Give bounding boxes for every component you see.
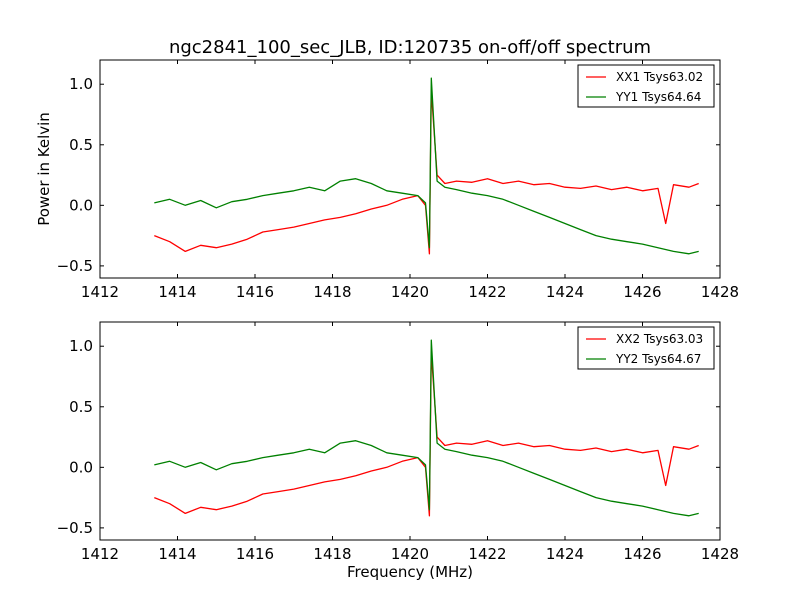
legend-label: YY1 Tsys64.64	[615, 90, 701, 104]
x-tick-label: 1412	[81, 283, 119, 301]
x-tick-label: 1428	[701, 545, 739, 563]
x-tick-label: 1420	[391, 283, 429, 301]
x-tick-label: 1424	[546, 283, 584, 301]
x-tick-label: 1416	[236, 545, 274, 563]
x-tick-label: 1424	[546, 545, 584, 563]
y-axis-label: Power in Kelvin	[35, 112, 53, 226]
x-tick-label: 1416	[236, 283, 274, 301]
legend-2: XX2 Tsys63.03 YY2 Tsys64.67	[577, 326, 715, 370]
y-tick-label: 0.0	[69, 458, 93, 476]
plot-area-0	[154, 77, 699, 255]
legend-label: YY2 Tsys64.67	[615, 352, 701, 366]
x-tick-label: 1426	[623, 545, 661, 563]
x-tick-label: 1422	[468, 283, 506, 301]
x-tick-label: 1426	[623, 283, 661, 301]
series-line-2-2	[154, 339, 699, 517]
bottom-panel: 1412 1414 1416 1418 1420 1422 1424 1426 1428 1.0 0…	[57, 321, 739, 563]
y-tick-label: 0.0	[69, 196, 93, 214]
legend-box	[577, 64, 715, 108]
y-tick-label: −0.5	[57, 519, 93, 537]
plot-area-1	[154, 339, 699, 517]
top-panel: 1412 1414 1416 1418 1420 1422 1424 1426 1428 1.0 0…	[57, 59, 739, 301]
x-tick-label: 1418	[313, 283, 351, 301]
legend-label: XX1 Tsys63.02	[616, 70, 703, 84]
y-tick-label: −0.5	[57, 257, 93, 275]
y-tick-label: 0.5	[69, 136, 93, 154]
x-tick-label: 1422	[468, 545, 506, 563]
x-tick-label: 1414	[158, 545, 196, 563]
x-tick-label: 1418	[313, 545, 351, 563]
y-tick-label: 1.0	[69, 75, 93, 93]
x-tick-label: 1420	[391, 545, 429, 563]
legend-1: XX1 Tsys63.02 YY1 Tsys64.64	[577, 64, 715, 108]
legend-box	[577, 326, 715, 370]
y-tick-label: 1.0	[69, 337, 93, 355]
x-axis-label: Frequency (MHz)	[347, 563, 473, 581]
series-line-1-2	[154, 77, 699, 255]
x-tick-label: 1412	[81, 545, 119, 563]
x-tick-label: 1428	[701, 283, 739, 301]
x-tick-label: 1414	[158, 283, 196, 301]
figure-title: ngc2841_100_sec_JLB, ID:120735 on-off/of…	[169, 37, 651, 58]
y-tick-label: 0.5	[69, 398, 93, 416]
legend-label: XX2 Tsys63.03	[616, 332, 703, 346]
